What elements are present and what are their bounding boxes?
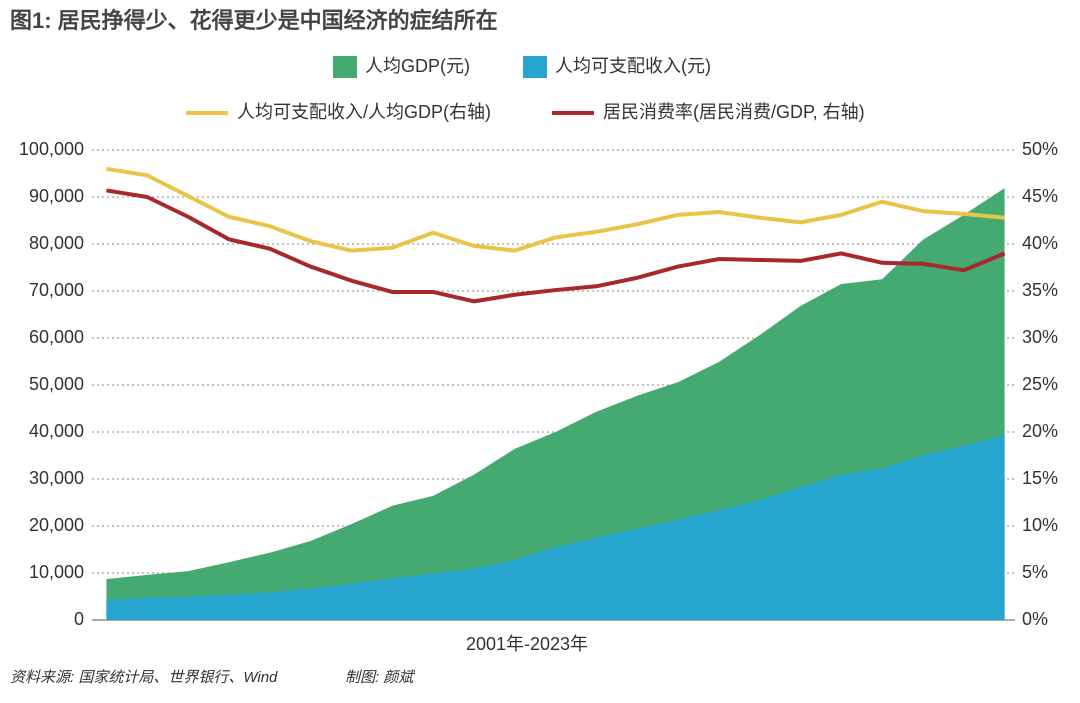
y-tick-label: 30,000 (29, 468, 84, 488)
legend-label: 人均GDP(元) (365, 56, 470, 76)
legend-label: 居民消费率(居民消费/GDP, 右轴) (603, 102, 865, 122)
source: 资料来源: 国家统计局、世界银行、Wind (10, 669, 278, 686)
legend-swatch (523, 56, 547, 78)
y-tick-label: 0 (74, 609, 84, 629)
y-tick-label: 60,000 (29, 327, 84, 347)
y-tick-label: 40,000 (29, 421, 84, 441)
y2-tick-label: 50% (1022, 139, 1058, 159)
y2-tick-label: 30% (1022, 327, 1058, 347)
legend-label: 人均可支配收入/人均GDP(右轴) (237, 102, 491, 122)
y-tick-label: 100,000 (19, 139, 84, 159)
y-tick-label: 50,000 (29, 374, 84, 394)
chart-title: 图1: 居民挣得少、花得更少是中国经济的症结所在 (10, 8, 498, 33)
y-tick-label: 80,000 (29, 233, 84, 253)
y-tick-label: 10,000 (29, 562, 84, 582)
y2-tick-label: 40% (1022, 233, 1058, 253)
y2-tick-label: 45% (1022, 186, 1058, 206)
y-tick-label: 20,000 (29, 515, 84, 535)
y2-tick-label: 35% (1022, 280, 1058, 300)
line (106, 188, 1006, 304)
y-tick-label: 70,000 (29, 280, 84, 300)
y-tick-label: 90,000 (29, 186, 84, 206)
legend-swatch (333, 56, 357, 78)
credit: 制图: 颜斌 (345, 669, 415, 686)
legend-label: 人均可支配收入(元) (555, 56, 711, 76)
y2-tick-label: 25% (1022, 374, 1058, 394)
y2-tick-label: 15% (1022, 468, 1058, 488)
y2-tick-label: 0% (1022, 609, 1048, 629)
y2-tick-label: 10% (1022, 515, 1058, 535)
y2-tick-label: 5% (1022, 562, 1048, 582)
area (106, 435, 1005, 620)
x-axis-label: 2001年-2023年 (466, 634, 588, 654)
line (106, 166, 1005, 253)
y2-tick-label: 20% (1022, 421, 1058, 441)
